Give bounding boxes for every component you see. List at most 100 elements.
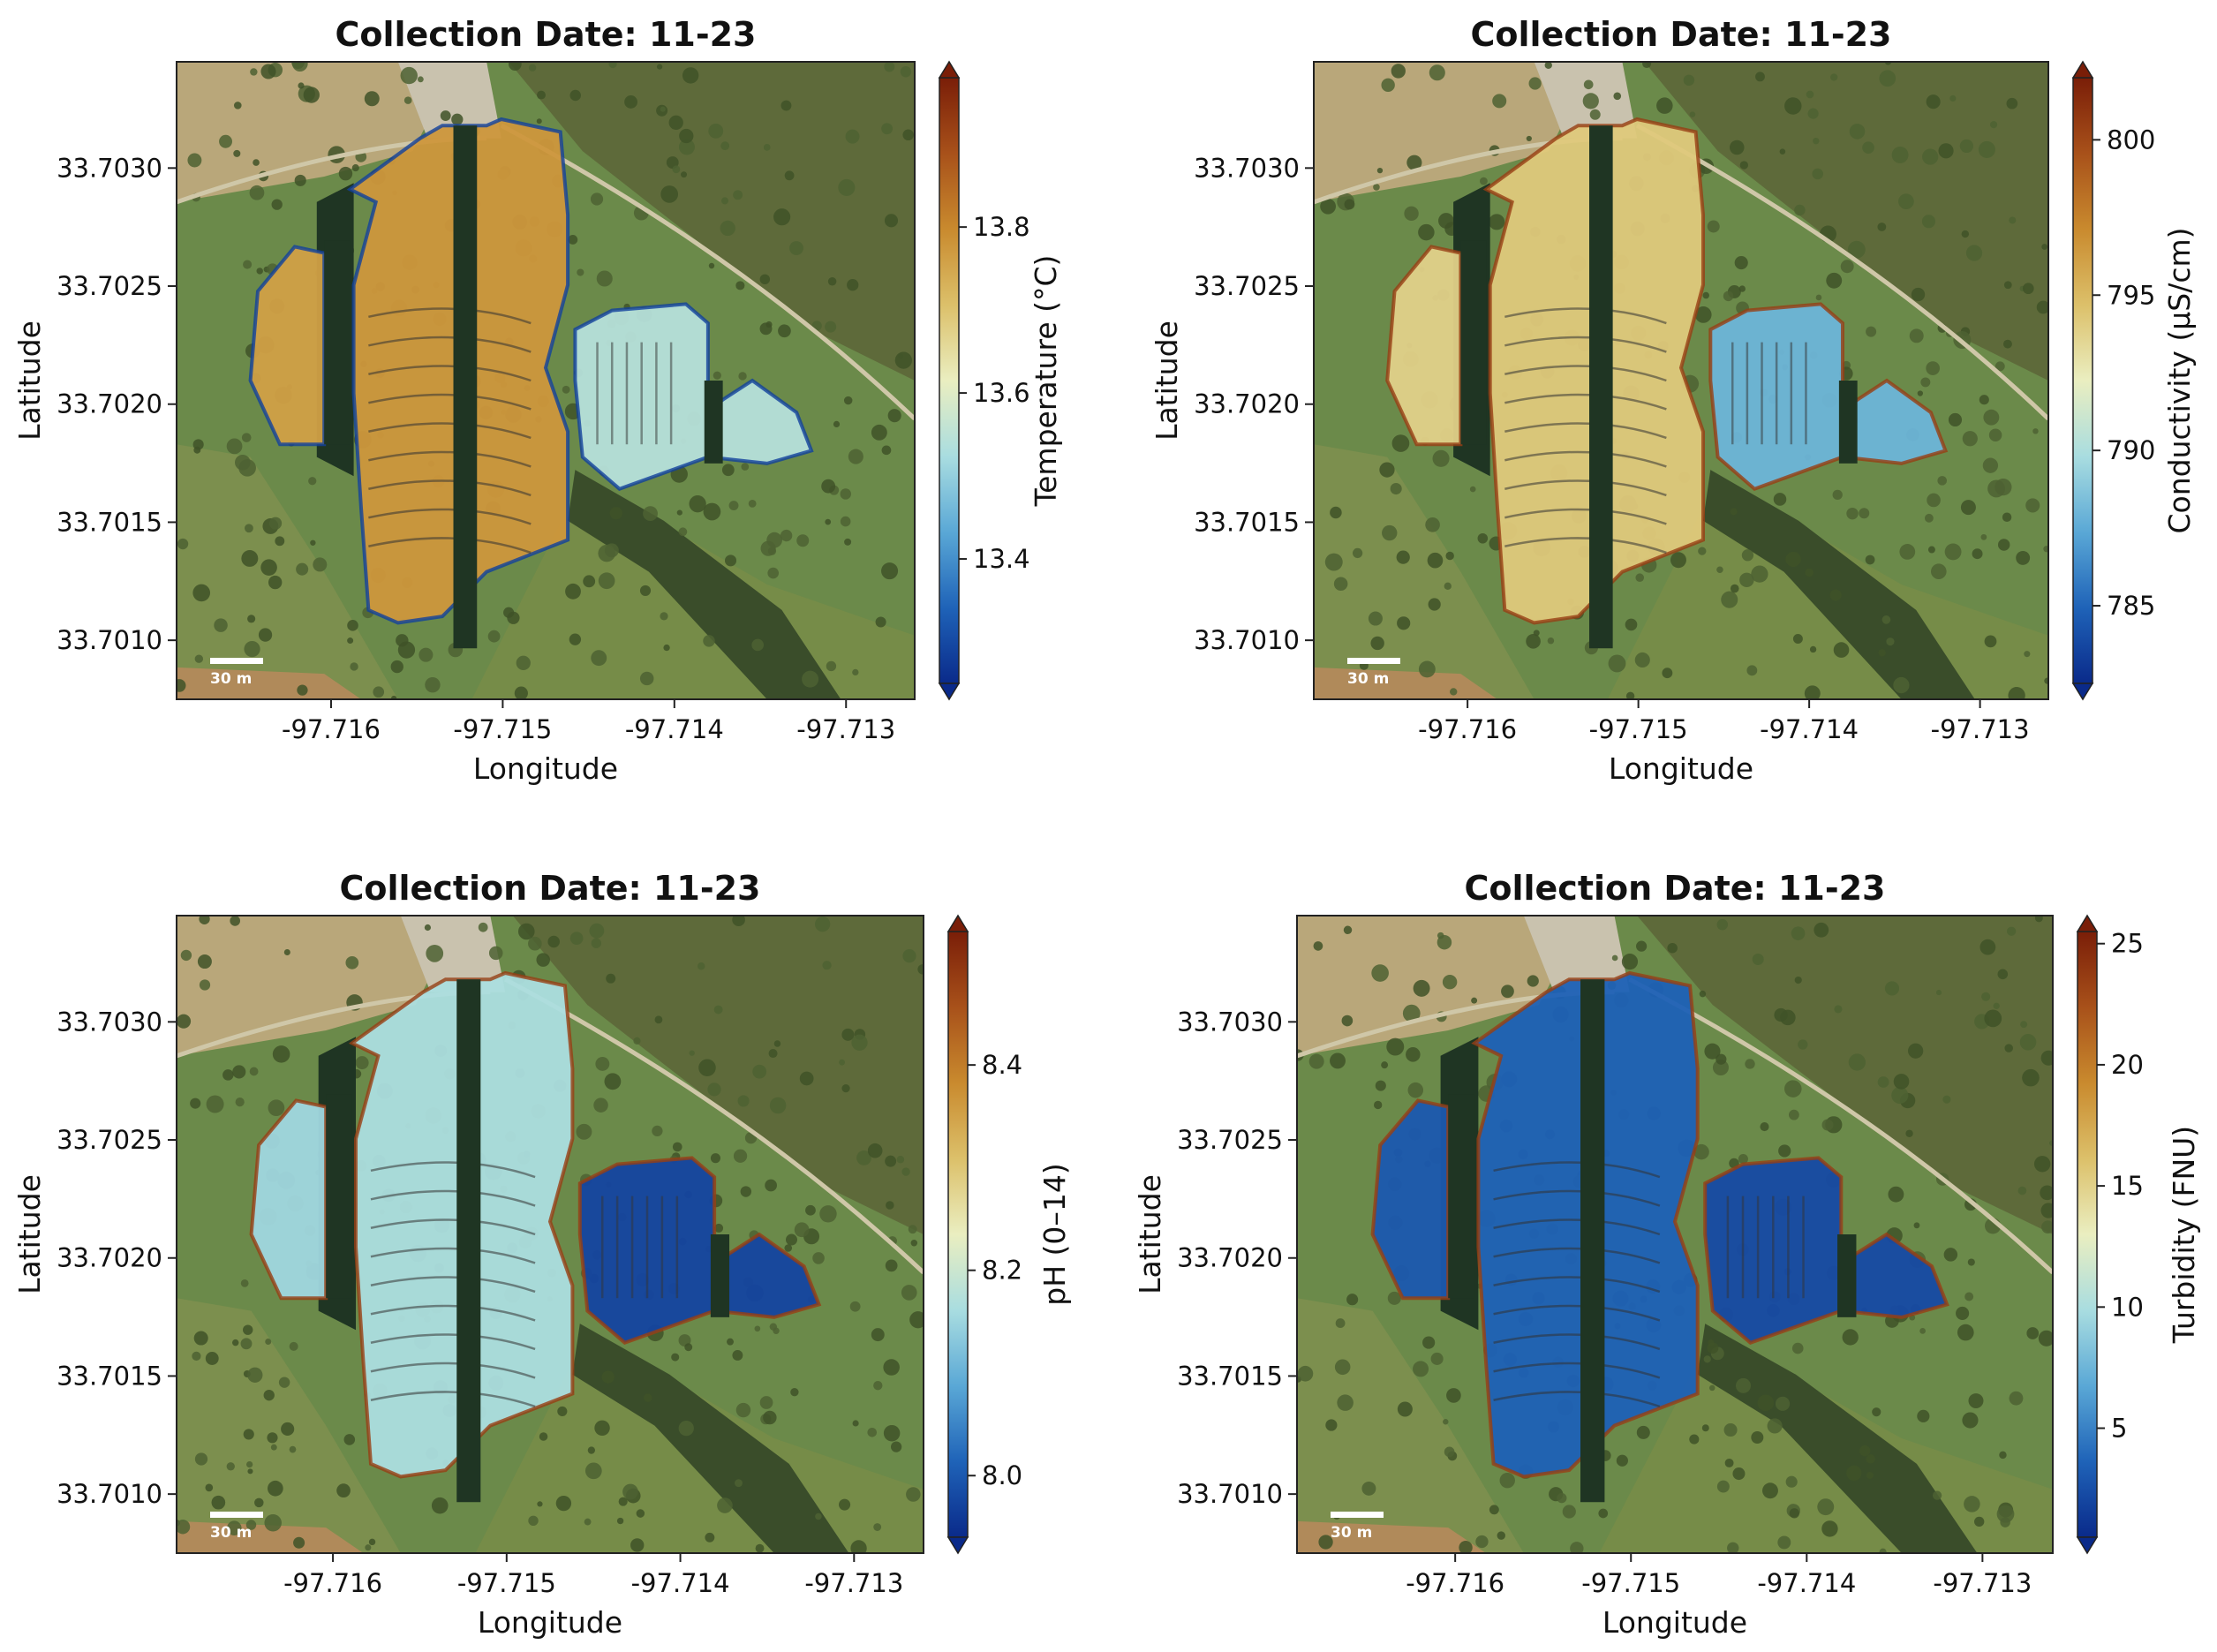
x-tick-label: -97.715 [1581,1568,1680,1598]
x-tick-label: -97.715 [1589,714,1688,744]
x-tick-label: -97.713 [804,1568,903,1598]
x-tick-label: -97.716 [1406,1568,1504,1598]
chart-svg: 30 m Collection Date: 11-23 -97.716 -97.715… [12,869,1072,1640]
y-tick-label: 33.7010 [57,1479,162,1509]
y-tick-label: 33.7010 [1194,625,1300,655]
colorbar-tick-label: 790 [2107,435,2155,465]
survey-patch [1387,246,1461,445]
y-tick-label: 33.7015 [57,507,162,537]
scale-bar-label: 30 m [210,670,252,688]
turbidity-panel: 30 m Collection Date: 11-23 -97.716 -97.715… [1108,854,2216,1652]
x-tick-label: -97.714 [631,1568,730,1598]
satellite-background [177,916,924,1553]
colorbar-tick-label: 795 [2107,280,2155,310]
y-axis-label: Latitude [12,321,47,441]
x-axis-label: Longitude [473,751,618,786]
x-tick-label: -97.715 [457,1568,556,1598]
x-tick-label: -97.716 [1418,714,1517,744]
colorbar-tick-label: 8.2 [982,1256,1022,1286]
satellite-background [177,62,915,699]
chart-svg: 30 m Collection Date: 11-23 -97.716 -97.715… [12,15,1063,786]
y-tick-label: 33.7030 [1194,153,1300,183]
survey-patch [579,1158,819,1343]
y-tick-label: 33.7010 [1177,1479,1283,1509]
x-tick-label: -97.714 [1757,1568,1856,1598]
colorbar-label: pH (0–14) [1037,1163,1072,1306]
satellite-background [1297,916,2053,1553]
scale-bar [210,658,263,664]
chart-svg: 30 m Collection Date: 11-23 -97.716 -97.715… [1133,869,2201,1640]
y-tick-label: 33.7025 [1194,271,1300,301]
x-tick-label: -97.716 [282,714,381,744]
y-tick-label: 33.7015 [57,1361,162,1391]
y-tick-label: 33.7020 [57,1243,162,1273]
scale-bar-label: 30 m [210,1524,252,1542]
colorbar-tick-label: 10 [2111,1292,2144,1322]
scale-bar-label: 30 m [1331,1524,1372,1542]
colorbar-tick-label: 13.4 [973,544,1030,574]
y-tick-label: 33.7025 [57,1125,162,1155]
y-tick-label: 33.7010 [57,625,162,655]
chart-svg: 30 m Collection Date: 11-23 -97.716 -97.715… [1150,15,2197,786]
colorbar-label: Temperature (°C) [1029,255,1063,508]
y-tick-label: 33.7030 [57,1007,162,1037]
y-tick-label: 33.7020 [57,389,162,419]
colorbar-tick-label: 5 [2111,1414,2127,1444]
chart-title: Collection Date: 11-23 [335,15,756,54]
x-tick-label: -97.713 [796,714,895,744]
y-tick-label: 33.7030 [57,153,162,183]
colorbar-tick-label: 25 [2111,929,2144,959]
x-tick-label: -97.714 [625,714,724,744]
survey-overlay [249,970,822,1503]
x-tick-label: -97.715 [453,714,552,744]
scale-bar-label: 30 m [1347,670,1389,688]
satellite-background [1314,62,2048,699]
y-tick-label: 33.7020 [1194,389,1300,419]
colorbar-tick-label: 8.4 [982,1050,1022,1080]
colorbar [2077,931,2098,1538]
y-axis-label: Latitude [1133,1174,1167,1294]
colorbar-tick-label: 13.6 [973,378,1030,408]
chart-title: Collection Date: 11-23 [1470,15,1891,54]
colorbar-tick-label: 785 [2107,591,2155,621]
scale-bar [1331,1512,1384,1518]
colorbar-tick-label: 8.0 [982,1460,1022,1490]
colorbar [2072,77,2093,684]
ph-panel: 30 m Collection Date: 11-23 -97.716 -97.715… [0,854,1108,1652]
chart-title: Collection Date: 11-23 [339,869,760,908]
axes-frame [1296,915,2054,1554]
colorbar-tick-label: 13.8 [973,212,1030,242]
survey-patch [575,304,811,489]
colorbar [939,77,960,684]
survey-patch [250,246,325,445]
survey-patch [1710,304,1946,489]
y-tick-label: 33.7025 [1177,1125,1283,1155]
x-tick-label: -97.713 [1931,714,2030,744]
scale-bar [210,1512,263,1518]
x-axis-label: Longitude [478,1605,622,1640]
conductivity-panel: 30 m Collection Date: 11-23 -97.716 -97.715… [1108,0,2216,798]
y-tick-label: 33.7015 [1177,1361,1283,1391]
x-tick-label: -97.714 [1760,714,1859,744]
axes-frame [176,915,924,1554]
x-tick-label: -97.716 [283,1568,382,1598]
y-tick-label: 33.7020 [1177,1243,1283,1273]
temperature-panel: 30 m Collection Date: 11-23 -97.716 -97.715… [0,0,1108,798]
survey-patch [1705,1158,1948,1343]
colorbar [947,931,969,1538]
y-axis-label: Latitude [1150,321,1184,441]
y-axis-label: Latitude [12,1174,47,1294]
axes-frame [1313,61,2049,700]
y-tick-label: 33.7015 [1194,507,1300,537]
survey-patch [1372,1100,1449,1299]
scale-bar [1347,658,1400,664]
colorbar-tick-label: 800 [2107,124,2155,155]
colorbar-label: Turbidity (FNU) [2167,1126,2201,1344]
chart-title: Collection Date: 11-23 [1464,869,1885,908]
survey-overlay [1370,970,1949,1503]
survey-patch [251,1100,327,1299]
colorbar-tick-label: 15 [2111,1171,2144,1201]
survey-overlay [248,117,814,649]
colorbar-label: Conductivity (μS/cm) [2162,227,2197,533]
colorbar-tick-label: 20 [2111,1050,2144,1080]
